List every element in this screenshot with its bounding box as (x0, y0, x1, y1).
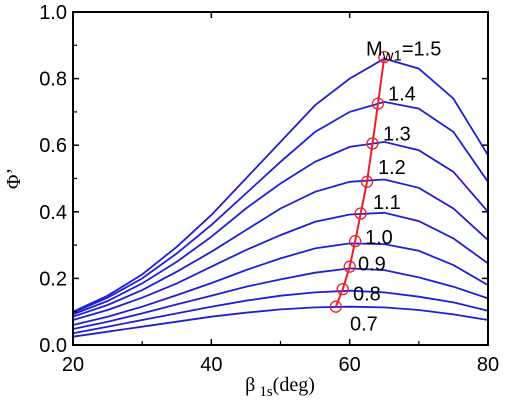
y-tick-label: 0.8 (39, 69, 67, 91)
optimum-point (371, 97, 385, 110)
optimum-point (378, 50, 391, 64)
series-line-1-4 (72, 100, 489, 314)
axis-labels: 20 40 60 80 0.0 0.2 0.4 0.6 0.8 1.0 β 1s(deg) Φ’ (3, 2, 499, 400)
curves-layer (72, 57, 489, 338)
x-axis-subscript: 1s (259, 384, 273, 400)
optimum-point (354, 207, 367, 220)
curve-labels-layer: 0.7 0.8 0.9 1.0 1.1 1.2 1.3 1.4 Mw1=1.5 (350, 39, 441, 336)
mach-symbol: M (366, 39, 383, 61)
curve-label-1-2: 1.2 (378, 157, 406, 179)
optimum-layer (329, 50, 391, 313)
curve-label-0-9: 0.9 (358, 253, 386, 275)
series-line-1-5 (72, 57, 489, 313)
y-tick-label: 0.2 (39, 268, 67, 290)
y-tick-label: 1.0 (39, 2, 67, 24)
series-line-1-0 (72, 242, 489, 326)
curve-label-1-5: Mw1=1.5 (366, 39, 441, 65)
x-tick-label: 20 (62, 354, 84, 376)
series-line-1-1 (72, 211, 489, 321)
curve-label-1-3: 1.3 (383, 124, 411, 146)
series-line-0-7 (72, 305, 489, 338)
optimum-point (343, 260, 356, 273)
curve-label-1-4: 1.4 (388, 84, 416, 106)
curve-label-0-7: 0.7 (350, 313, 378, 335)
mach-subscript: w1 (382, 48, 402, 65)
optimum-point (329, 300, 342, 313)
mach-value: =1.5 (402, 39, 441, 61)
curve-label-1-1: 1.1 (373, 192, 401, 214)
series-line-0-9 (72, 267, 489, 330)
optimum-line (334, 56, 386, 308)
axis-ticks (72, 11, 489, 346)
series-line-0-8 (72, 289, 489, 335)
series-line-1-3 (72, 140, 489, 316)
x-tick-label: 40 (200, 354, 222, 376)
series-line-1-2 (72, 178, 489, 318)
x-axis-unit: (deg) (273, 374, 315, 396)
curve-label-0-8: 0.8 (353, 283, 381, 305)
y-axis-title: Φ’ (3, 168, 25, 189)
x-axis-title: β 1s(deg) (245, 374, 315, 400)
x-tick-label: 80 (477, 354, 499, 376)
optimum-point (366, 137, 379, 150)
optimum-point (360, 175, 374, 188)
optimum-point (349, 234, 362, 248)
optimum-point (336, 282, 349, 296)
y-tick-label: 0.6 (39, 135, 67, 157)
curve-label-1-0: 1.0 (365, 227, 393, 249)
y-tick-label: 0.4 (39, 202, 67, 224)
x-tick-label: 60 (339, 354, 361, 376)
x-axis-symbol: β (245, 374, 255, 396)
y-tick-label: 0.0 (39, 335, 67, 357)
